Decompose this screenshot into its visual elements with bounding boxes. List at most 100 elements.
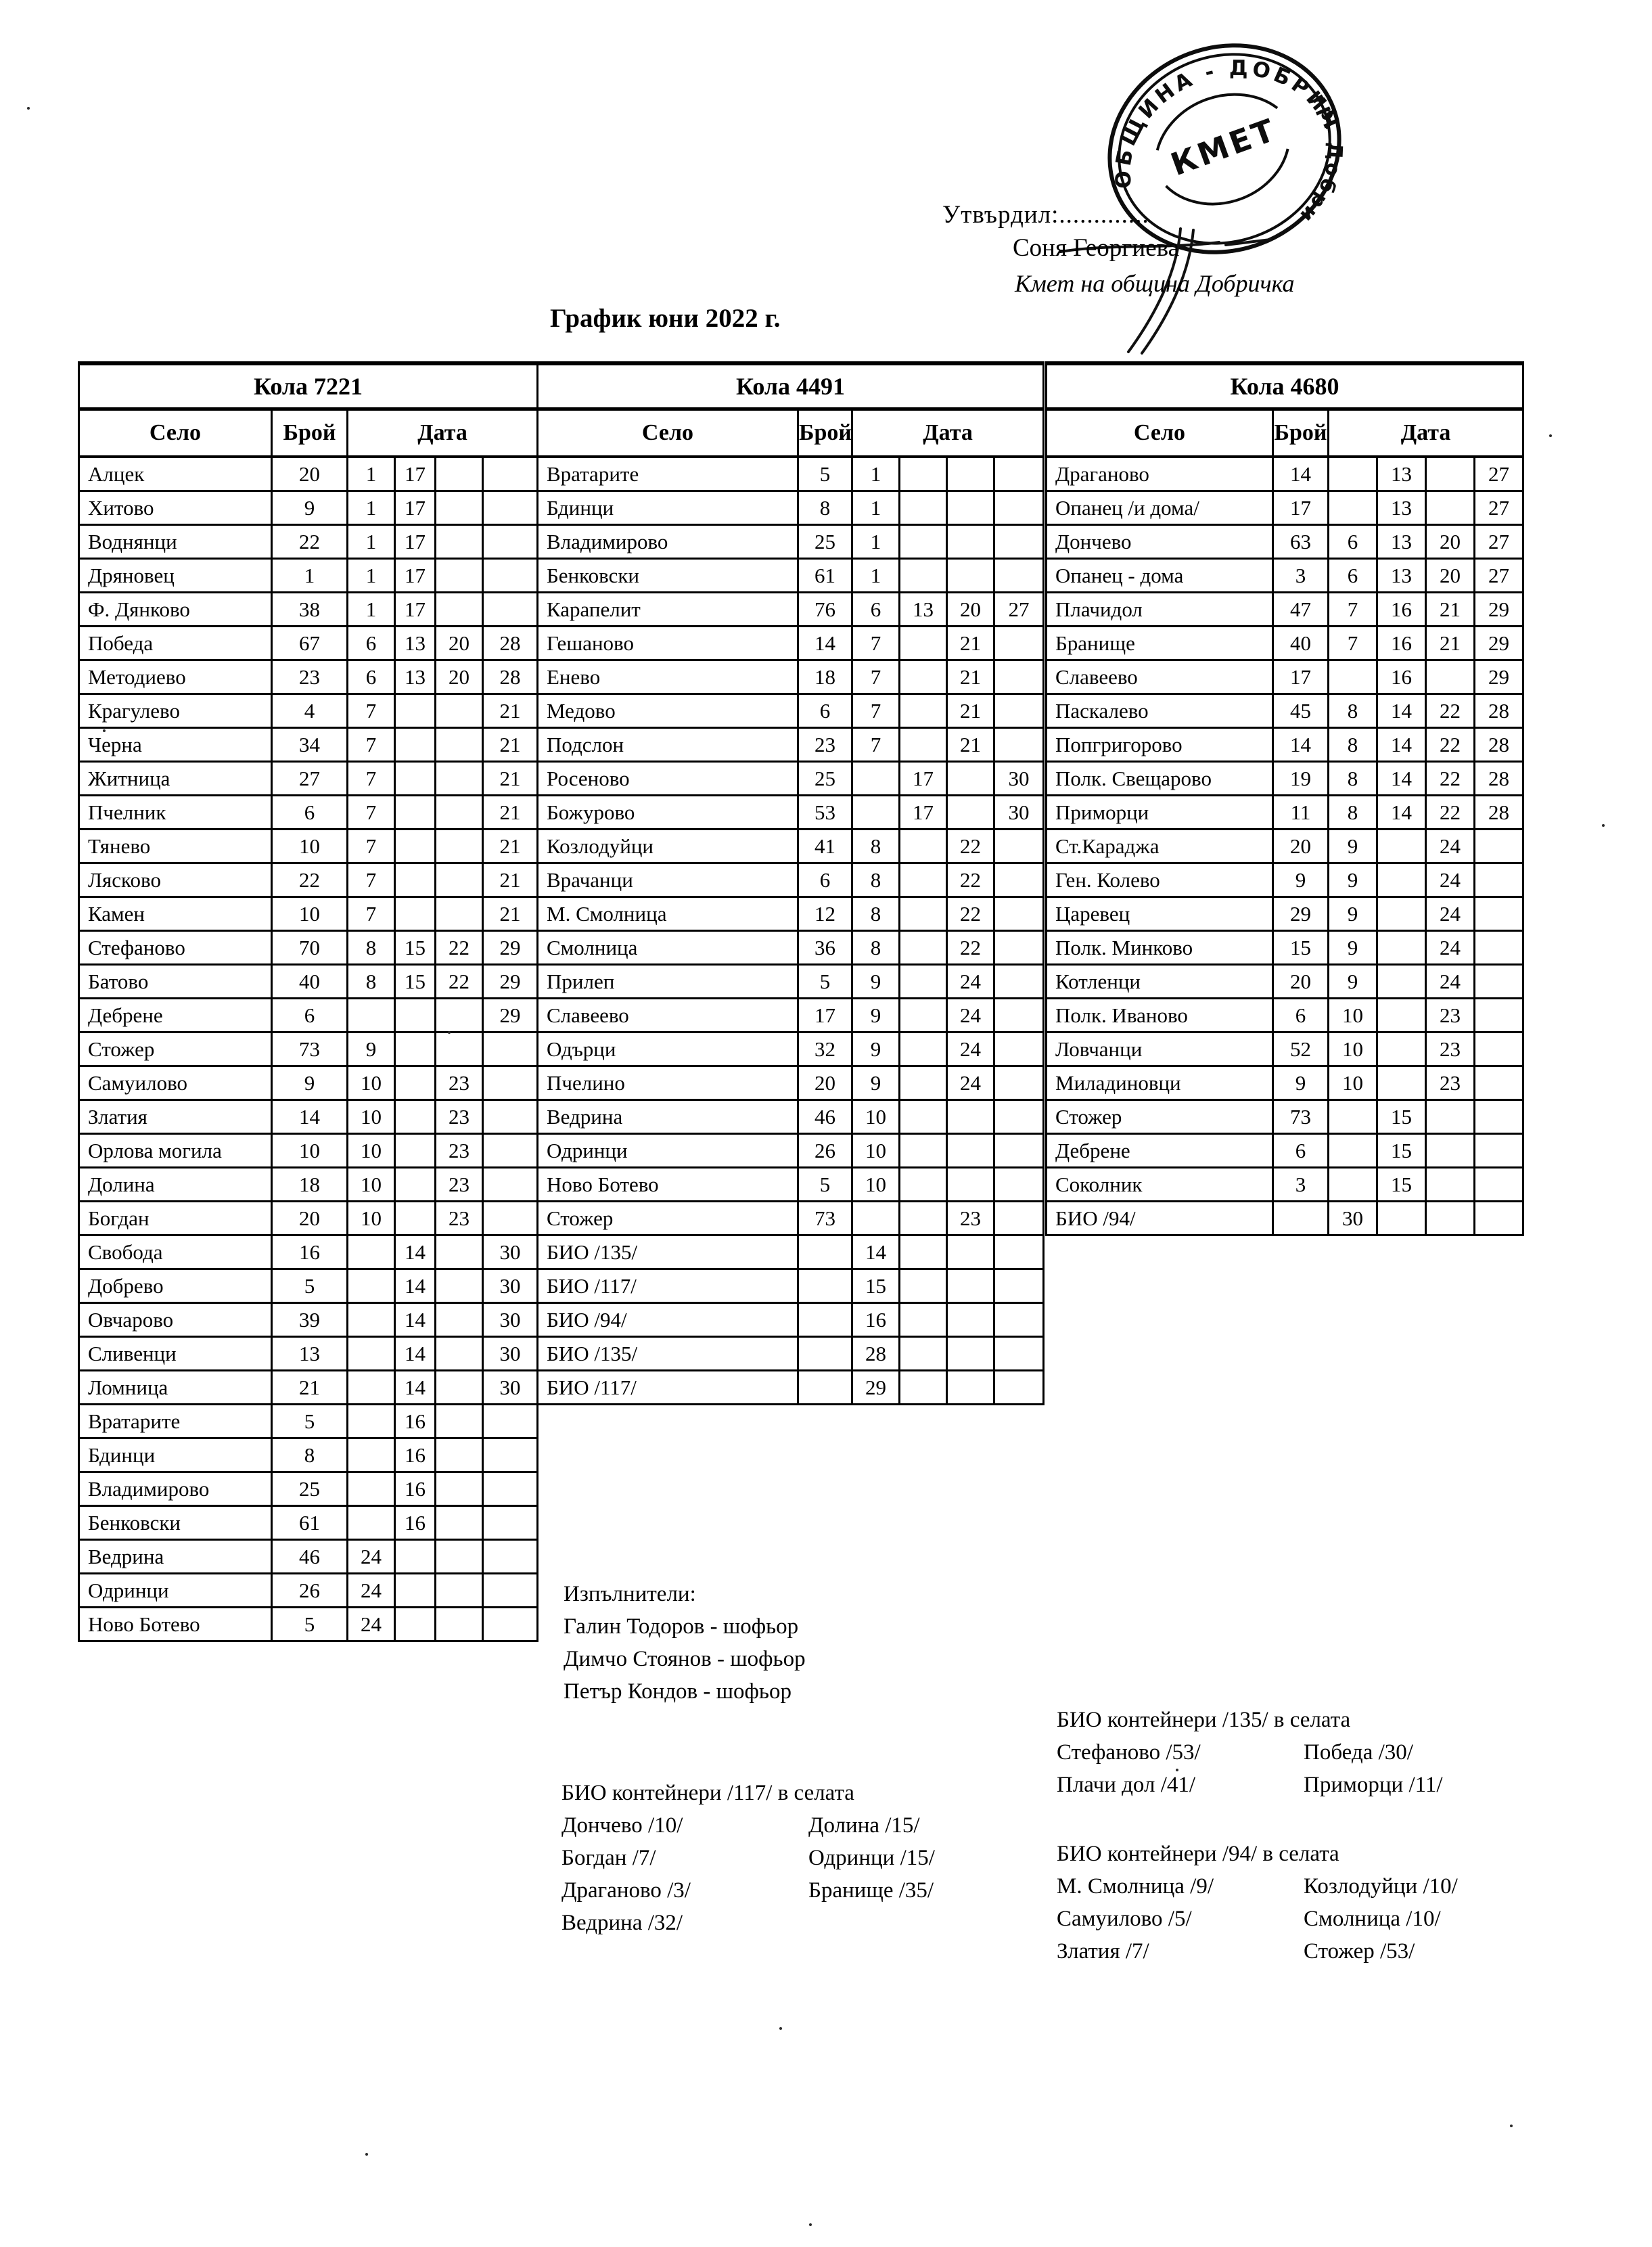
date-cell [992,828,1045,864]
executor-line: Галин Тодоров - шофьор [564,1614,799,1639]
date-cell: 15 [851,1268,900,1304]
village-cell: Бенковски [536,558,799,593]
date-cell: 21 [1425,625,1475,661]
count-cell: 6 [797,693,853,729]
date-cell [992,1369,1045,1405]
count-cell: 11 [1272,794,1329,830]
date-cell [992,1031,1045,1067]
date-header: Дата [850,408,1045,458]
date-cell [394,1572,436,1608]
village-cell: Владимирово [536,524,799,560]
date-cell [1327,659,1378,695]
date-cell [898,862,948,898]
village-header: Село [1045,408,1274,458]
car-header-row: Кола 7221 [77,361,539,411]
date-cell [1473,1166,1525,1202]
date-cell [992,930,1045,966]
bio-135-title: БИО контейнери /135/ в селата [1057,1708,1351,1732]
count-cell: 61 [271,1505,348,1541]
car-title: Кола 4680 [1045,361,1525,411]
date-cell [1425,659,1475,695]
village-cell: Одринци [78,1572,273,1608]
date-cell: 29 [481,997,539,1033]
page-title: График юни 2022 г. [550,304,781,333]
date-cell: 16 [1376,659,1427,695]
date-cell: 9 [1327,862,1378,898]
date-cell [898,1234,948,1270]
date-cell: 29 [1473,625,1525,661]
date-cell [394,997,436,1033]
date-cell: 7 [851,659,900,695]
count-cell: 26 [797,1133,853,1168]
date-cell: 17 [898,794,948,830]
village-cell: Стожер [78,1031,273,1067]
date-cell: 15 [1376,1166,1427,1202]
count-cell: 70 [271,930,348,966]
village-cell: Одърци [536,1031,799,1067]
date-cell [1425,455,1475,492]
date-cell [346,1403,396,1439]
date-cell [898,963,948,999]
village-header: Село [78,408,273,458]
table-row: Бдинци 8 16 [78,1437,539,1473]
date-cell [946,794,995,830]
village-cell: Орлова могила [78,1133,273,1168]
date-cell: 10 [851,1133,900,1168]
table-row: Одърци 32 9 24 [536,1031,1045,1067]
table-row: Медово 6 7 21 [536,693,1045,729]
table-row: Ведрина 46 10 [536,1099,1045,1135]
village-cell: Воднянци [78,524,273,560]
table-row: БИО /117/15 [536,1268,1045,1304]
date-cell [434,1437,484,1473]
table-row: Дряновец 1 1 17 [78,558,539,593]
village-cell: Дебрене [1045,1133,1274,1168]
scan-noise [448,1031,451,1034]
date-cell: 16 [394,1505,436,1541]
village-cell: Бранище [1045,625,1274,661]
table-row: Росеново 25 17 30 [536,761,1045,796]
date-cell: 21 [1425,591,1475,627]
date-cell [992,1133,1045,1168]
table-row: Бранище 40 7 16 21 29 [1045,625,1525,661]
date-cell: 29 [1473,591,1525,627]
date-cell [898,1065,948,1101]
date-cell: 30 [481,1268,539,1304]
bio-item: Бранище /35/ [808,1878,934,1903]
count-cell: 15 [1272,930,1329,966]
scan-noise [27,107,30,110]
date-cell: 24 [1425,963,1475,999]
village-cell: Смолница [536,930,799,966]
column-header-row: Село Брой Дата [536,408,1045,458]
village-cell: Миладиновци [1045,1065,1274,1101]
date-cell [992,1200,1045,1236]
table-row: Бенковски 61 1 [536,558,1045,593]
date-cell: 7 [346,693,396,729]
date-cell [992,1268,1045,1304]
bio-117-right-column: Долина /15/Одринци /15/Бранище /35/ [808,1809,935,1939]
village-cell: Стефаново [78,930,273,966]
village-cell: Козлодуйци [536,828,799,864]
date-cell [851,761,900,796]
village-cell: БИО /135/ [536,1234,799,1270]
date-cell [1327,490,1378,526]
date-cell [481,524,539,560]
table-row: Вратарите 5 16 [78,1403,539,1439]
date-cell: 8 [346,930,396,966]
count-cell: 73 [1272,1099,1329,1135]
date-cell [946,455,995,492]
village-cell: Владимирово [78,1471,273,1507]
date-cell: 9 [346,1031,396,1067]
date-cell: 15 [394,930,436,966]
date-cell [346,1505,396,1541]
date-cell [1473,828,1525,864]
date-cell: 23 [1425,997,1475,1033]
date-cell: 23 [1425,1065,1475,1101]
table-row: Дебрене 6 15 [1045,1133,1525,1168]
date-cell: 15 [1376,1099,1427,1135]
date-cell [346,1471,396,1507]
date-cell [898,1099,948,1135]
village-cell: Попгригорово [1045,727,1274,763]
table-row: Ст.Караджа 20 9 24 [1045,828,1525,864]
date-cell: 10 [346,1133,396,1168]
date-cell [1376,1031,1427,1067]
